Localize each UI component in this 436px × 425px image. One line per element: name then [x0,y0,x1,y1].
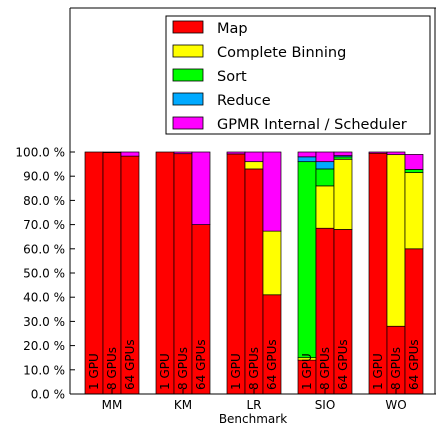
y-tick-label-6: 60.0 % [23,242,65,256]
y-tick-label-1: 10.0 % [23,363,65,377]
bar-segment-lr-0-4 [226,151,246,155]
bars-layer: 1 GPU 8 GPUs 64 GPUs 1 GPU 8 GPUs 64 GPUs 1 GP… [84,151,424,395]
axes-layer: 0.0 % 10.0 % 20.0 % 30.0 % 40.0 % 50.0 % 60.0 … [15,7,436,425]
bar-segment-lr-2-4 [262,151,282,232]
bar-segment-sio-0-4 [297,151,317,158]
bar-label-lr-2: 64 GPUs [265,339,279,390]
bar-segment-wo-2-2 [404,169,424,173]
legend-label-2: Sort [217,69,247,85]
bar-label-sio-1: 8 GPUs [318,347,332,390]
legend-swatch-3 [172,92,204,106]
bar-label-wo-0: 1 GPU [371,353,385,390]
bar-segment-sio-1-2 [315,168,335,187]
bar-label-km-0: 1 GPU [158,353,172,390]
legend-label-3: Reduce [217,93,271,109]
bar-label-lr-0: 1 GPU [229,353,243,390]
legend-label-4: GPMR Internal / Scheduler [217,117,407,133]
bar-label-mm-1: 8 GPUs [105,347,119,390]
x-tick-label-wo: WO [385,398,406,412]
x-axis-title: Benchmark [219,412,287,425]
y-tick-label-9: 90.0 % [23,170,65,184]
bar-segment-sio-1-1 [315,185,335,229]
bar-label-km-2: 64 GPUs [194,339,208,390]
legend-label-0: Map [217,21,248,37]
x-tick-label-sio: SIO [315,398,336,412]
bar-segment-wo-2-1 [404,172,424,250]
bar-label-km-1: 8 GPUs [176,347,190,390]
bar-segment-sio-1-4 [315,151,335,163]
bar-segment-sio-0-2 [297,161,317,359]
legend-box [165,15,431,135]
bar-segment-lr-1-1 [244,161,264,170]
y-tick-label-0: 0.0 % [31,388,65,402]
bar-segment-km-1-4 [173,151,193,155]
legend-swatch-1 [172,44,204,58]
bar-segment-wo-0-4 [368,151,388,154]
bar-label-mm-0: 1 GPU [87,353,101,390]
y-tick-label-8: 80.0 % [23,194,65,208]
bar-segment-sio-1-3 [315,161,335,170]
bar-segment-mm-2-4 [120,151,140,157]
bar-segment-lr-1-4 [244,151,264,163]
bar-label-lr-1: 8 GPUs [247,347,261,390]
bar-label-wo-1: 8 GPUs [389,347,403,390]
y-tick-label-3: 30.0 % [23,315,65,329]
bar-segment-wo-1-1 [386,154,406,327]
bar-segment-wo-1-4 [386,151,406,156]
bar-segment-km-2-4 [191,151,211,225]
bar-segment-wo-2-4 [404,154,424,170]
x-tick-label-lr: LR [246,398,261,412]
bar-label-sio-2: 64 GPUs [336,339,350,390]
bar-segment-sio-2-1 [333,158,353,230]
bar-segment-sio-0-3 [297,156,317,163]
bar-label-mm-2: 64 GPUs [123,339,137,390]
legend-swatch-4 [172,116,204,130]
bar-label-sio-0: 1 GPU [300,353,314,390]
legend-label-1: Complete Binning [217,45,346,61]
legend-swatch-2 [172,68,204,82]
y-tick-label-5: 50.0 % [23,267,65,281]
bar-segment-sio-2-2 [333,156,353,160]
legend: Map Complete Binning Sort Reduce GPMR Intern… [165,15,431,135]
bar-segment-sio-2-4 [333,151,353,156]
bar-label-wo-2: 64 GPUs [407,339,421,390]
y-tick-label-2: 20.0 % [23,339,65,353]
bar-segment-lr-2-1 [262,230,282,296]
y-tick-label-4: 40.0 % [23,291,65,305]
y-tick-label-10: 100.0 % [15,146,65,160]
x-tick-label-mm: MM [102,398,123,412]
legend-swatch-0 [172,20,204,34]
x-tick-label-km: KM [174,398,192,412]
y-tick-label-7: 70.0 % [23,218,65,232]
